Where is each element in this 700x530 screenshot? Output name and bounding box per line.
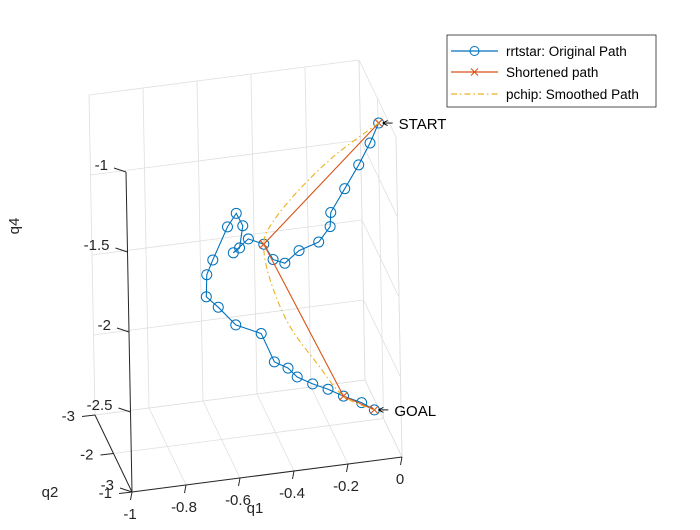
original-path-marker	[242, 233, 254, 245]
x-tick	[184, 484, 187, 494]
annotation-label-start: START	[399, 116, 447, 133]
z-tick	[113, 167, 127, 173]
legend-marker-shortened	[470, 68, 479, 76]
y-tick-label: -3	[62, 408, 75, 425]
original-path-marker	[221, 221, 233, 233]
z-tick-label: -2.5	[87, 397, 113, 414]
y-tick	[118, 491, 133, 494]
y-tick-label: -1	[99, 485, 112, 502]
original-path-marker	[230, 207, 242, 219]
x-tick-label: 0	[396, 471, 404, 488]
grid-line-z-back	[94, 379, 366, 416]
x-axis-label: q1	[247, 500, 264, 517]
original-path-marker	[201, 269, 213, 281]
grid-line-z-back	[88, 59, 360, 96]
grid-line-z-side	[361, 219, 400, 298]
x-tick	[346, 463, 349, 473]
original-path-marker	[282, 362, 294, 374]
original-path-marker	[339, 183, 351, 195]
original-path-marker	[293, 245, 305, 257]
original-path-marker	[200, 291, 212, 303]
original-path-marker	[325, 207, 337, 218]
original-path-marker	[255, 328, 267, 340]
x-tick-label: -0.8	[171, 499, 197, 516]
series-layer	[200, 117, 385, 416]
original-path-marker	[279, 257, 291, 269]
x-tick-label: -0.4	[279, 485, 305, 502]
annotation-goal: GOAL	[378, 403, 436, 420]
x-tick-label: -1	[123, 506, 136, 523]
x-axis-line	[131, 456, 403, 493]
series-line-smoothed	[263, 122, 379, 411]
shortened-path-marker	[259, 239, 269, 249]
grid-line-z-side	[358, 59, 397, 138]
original-path-marker	[364, 137, 376, 149]
grid-layer	[88, 59, 403, 493]
z-tick	[115, 247, 128, 253]
legend: rrtstar: Original Path Shortened path pc…	[446, 34, 657, 108]
x-tick-label: -0.6	[225, 492, 251, 509]
original-path-marker	[237, 220, 249, 232]
legend-marker-original	[469, 46, 480, 56]
grid-box-edge	[395, 136, 403, 458]
z-tick	[116, 327, 130, 333]
z-tick-label: -1	[95, 157, 108, 174]
original-path-marker	[207, 254, 219, 266]
original-path-marker	[267, 253, 279, 265]
grid-line-z-back	[90, 139, 361, 176]
axes-layer	[81, 167, 403, 501]
original-path-marker	[353, 159, 365, 171]
original-path-marker	[313, 236, 325, 248]
z-axis-label: q4	[6, 218, 23, 235]
y-tick	[100, 453, 114, 456]
legend-label-shortened: Shortened path	[506, 65, 598, 80]
z-tick-label: -3	[101, 477, 114, 494]
grid-line-z-back	[91, 219, 363, 256]
series-line-shortened	[263, 122, 380, 411]
grid-line-y-floor	[113, 418, 384, 454]
z-tick	[118, 407, 131, 413]
original-path-marker	[356, 397, 368, 409]
grid-line-z-side	[360, 139, 398, 218]
series-line-original	[205, 122, 380, 411]
annotation-label-goal: GOAL	[394, 403, 436, 420]
grid-line-z-side	[364, 379, 403, 458]
grid-line-z-side	[363, 299, 401, 378]
original-path-marker	[291, 371, 303, 383]
labels-layer: q1 q2 q4 -1 -0.8 -0.6 -0.4 -0.2 0-3-2-1-3-2.5…	[6, 116, 446, 523]
z-tick	[119, 487, 133, 493]
original-path-marker	[307, 378, 319, 390]
x-tick	[238, 477, 241, 487]
z-tick-label: -2	[98, 317, 111, 334]
x-tick-label: -0.2	[333, 478, 359, 495]
y-axis-label: q2	[42, 484, 59, 501]
y-tick-label: -2	[80, 447, 93, 464]
x-tick	[292, 470, 295, 480]
legend-box	[446, 34, 657, 108]
original-path-marker	[337, 390, 349, 402]
legend-label-smoothed: pchip: Smoothed Path	[506, 87, 639, 102]
z-tick-label: -1.5	[84, 237, 110, 254]
original-path-marker	[234, 242, 246, 254]
original-path-marker	[230, 319, 242, 331]
original-path-marker	[212, 301, 224, 313]
x-tick	[400, 456, 403, 466]
original-path-marker	[324, 221, 336, 233]
legend-label-original: rrtstar: Original Path	[506, 44, 627, 59]
x-tick	[130, 491, 133, 501]
original-path-marker	[268, 356, 280, 368]
annotation-start: START	[382, 116, 447, 133]
y-tick	[81, 414, 96, 417]
original-path-marker	[322, 383, 334, 395]
